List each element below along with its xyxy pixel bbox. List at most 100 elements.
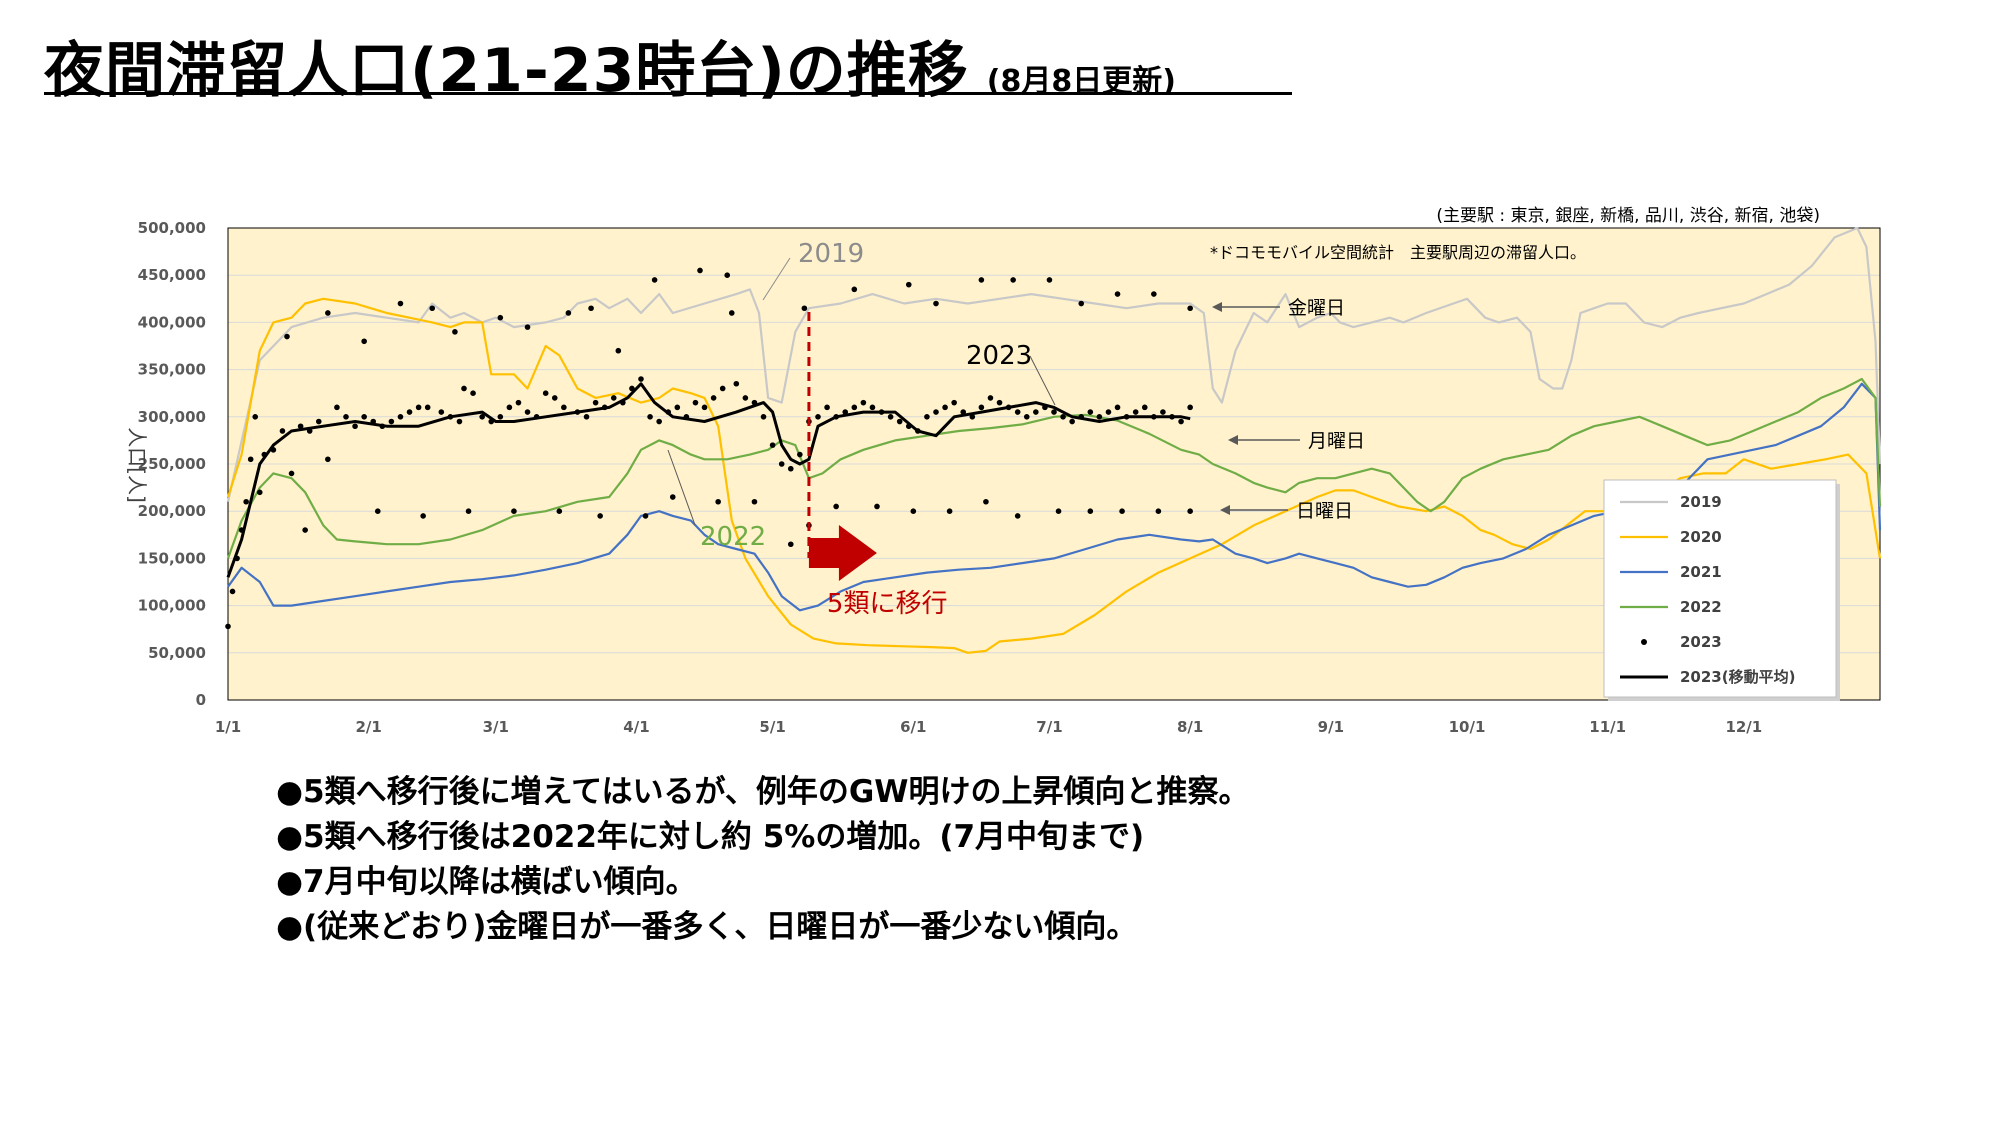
y-axis-label: 人口[人]: [125, 427, 149, 503]
monday-label: 月曜日: [1308, 430, 1365, 452]
data-point-2023: [724, 272, 731, 279]
data-point-2023: [465, 508, 472, 514]
legend-label: 2023(移動平均): [1680, 668, 1795, 686]
data-point-2023: [610, 395, 617, 401]
data-point-2023: [833, 503, 839, 510]
data-point-2023: [824, 404, 830, 411]
data-point-2023: [1114, 404, 1121, 411]
x-tick-label: 11/1: [1589, 718, 1626, 736]
data-point-2023: [1151, 291, 1157, 297]
data-point-2023: [615, 347, 622, 354]
data-point-2023: [910, 508, 917, 514]
transition-arrow-icon: [808, 525, 877, 581]
data-point-2023: [325, 456, 331, 463]
data-point-2023: [769, 442, 776, 448]
data-point-2023: [933, 409, 939, 415]
y-tick-label: 450,000: [138, 266, 206, 284]
data-point-2023: [1119, 508, 1125, 514]
data-point-2023: [1087, 409, 1094, 415]
data-point-2023: [497, 414, 504, 420]
data-point-2023: [479, 414, 485, 420]
data-point-2023: [343, 414, 349, 420]
series-line-2022: [226, 377, 1882, 559]
data-point-2023: [905, 281, 912, 288]
data-point-2023: [987, 395, 994, 401]
bullet-item: ●7月中旬以降は横ばい傾向。: [276, 864, 697, 900]
monday-arrowhead: [1228, 435, 1238, 445]
data-point-2023: [597, 513, 603, 519]
x-tick-label: 1/1: [215, 718, 241, 736]
data-point-2023: [996, 399, 1003, 406]
label-2023: 2023: [966, 341, 1032, 371]
data-point-2023: [1160, 409, 1166, 415]
data-point-2023: [470, 390, 476, 397]
data-point-2023: [1178, 418, 1184, 425]
data-point-2023: [1014, 513, 1021, 519]
bullet-item: ●(従来どおり)金曜日が一番多く、日曜日が一番少ない傾向。: [276, 909, 1138, 945]
label-2019: 2019: [798, 239, 864, 269]
data-point-2023: [315, 418, 322, 425]
data-point-2023: [851, 286, 858, 293]
data-point-2023: [561, 404, 567, 411]
data-point-2023: [787, 465, 794, 472]
data-point-2023: [887, 414, 894, 420]
x-tick-label: 10/1: [1449, 718, 1486, 736]
x-tick-label: 4/1: [623, 718, 649, 736]
data-point-2023: [760, 414, 767, 420]
data-point-2023: [642, 513, 649, 519]
x-tick-label: 12/1: [1725, 718, 1762, 736]
data-point-2023: [656, 418, 662, 425]
data-point-2023: [279, 428, 286, 434]
y-tick-label: 400,000: [138, 313, 206, 331]
data-point-2023: [515, 399, 522, 406]
data-point-2023: [1051, 409, 1057, 415]
leader-line-2019: [762, 257, 791, 301]
data-point-2023: [1060, 414, 1066, 420]
legend-box: [1603, 479, 1837, 698]
label-2022: 2022: [700, 522, 766, 552]
data-point-2023: [252, 414, 259, 420]
data-point-2023: [942, 404, 948, 411]
y-tick-label: 500,000: [138, 219, 206, 237]
data-point-2023: [325, 310, 331, 316]
data-point-2023: [1023, 414, 1030, 420]
legend-swatch-2023: [1641, 639, 1647, 645]
data-point-2023: [674, 404, 681, 411]
data-point-2023: [869, 404, 876, 411]
data-point-2023: [715, 498, 721, 505]
data-point-2023: [815, 414, 821, 420]
data-point-2023: [429, 305, 436, 312]
data-point-2023: [284, 333, 290, 340]
friday-arrowhead: [1212, 302, 1222, 312]
data-point-2023: [669, 494, 676, 500]
data-point-2023: [592, 399, 599, 406]
data-point-2023: [978, 277, 985, 283]
data-point-2023: [397, 414, 404, 420]
data-point-2023: [1069, 418, 1075, 425]
legend-label: 2021: [1680, 563, 1722, 581]
friday-label: 金曜日: [1288, 297, 1345, 319]
data-point-2023: [438, 409, 445, 415]
data-point-2023: [1187, 305, 1193, 312]
source-note: (主要駅 : 東京, 銀座, 新橋, 品川, 渋谷, 新宿, 池袋): [1436, 206, 1820, 226]
data-point-2023: [933, 300, 939, 307]
sunday-label: 日曜日: [1296, 500, 1353, 522]
data-point-2023: [229, 588, 236, 595]
data-point-2023: [1141, 404, 1148, 411]
data-point-2023: [1033, 409, 1039, 415]
data-point-2023: [851, 404, 858, 411]
data-point-2023: [874, 503, 880, 510]
data-point-2023: [388, 418, 395, 425]
data-point-2023: [728, 310, 735, 316]
data-point-2023: [651, 277, 658, 283]
data-point-2023: [1132, 409, 1139, 415]
x-tick-label: 7/1: [1036, 718, 1062, 736]
data-point-2023: [361, 338, 367, 345]
data-point-2023: [302, 527, 308, 533]
data-point-2023: [638, 376, 644, 382]
data-point-2023: [288, 470, 295, 477]
data-point-2023: [551, 395, 558, 401]
data-point-2023: [374, 508, 381, 514]
data-point-2023: [701, 404, 708, 411]
data-point-2023: [1187, 508, 1193, 514]
